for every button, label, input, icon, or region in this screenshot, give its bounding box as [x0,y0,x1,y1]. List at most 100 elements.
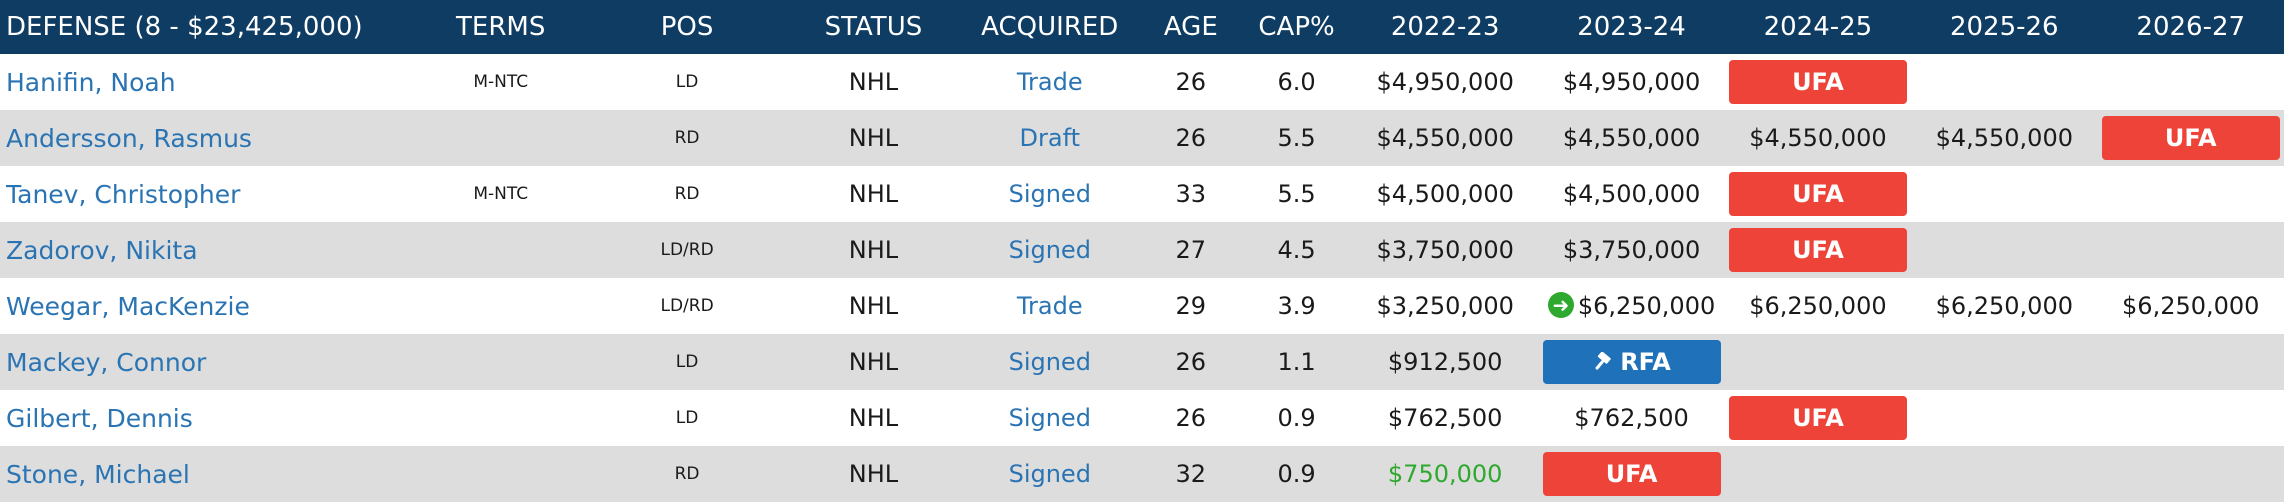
cap-pct-cell: 1.1 [1277,348,1316,376]
cap-pct-cell: 3.9 [1277,292,1316,320]
salary-2025-26 [1911,166,2097,222]
acquired-link[interactable]: Signed [1008,180,1091,208]
acquired-link[interactable]: Trade [1016,292,1083,320]
terms-cell [415,110,586,166]
player-link[interactable]: Weegar, MacKenzie [6,291,250,321]
age-cell: 32 [1175,460,1207,488]
age-cell: 26 [1175,404,1207,432]
header-2023-24: 2023-24 [1577,12,1686,42]
salary-2022-23: $750,000 [1387,460,1503,488]
cap-pct-cell: 6.0 [1277,68,1316,96]
ufa-badge: UFA [2101,116,2280,160]
table-row: Gilbert, Dennis LD NHL Signed 26 0.9 $76… [0,390,2284,446]
status-cell: NHL [848,124,899,152]
salary-2023-24: $4,550,000 [1562,124,1701,152]
salary-2025-26 [1911,446,2097,502]
salary-2026-27 [2097,446,2284,502]
salary-2026-27 [2097,54,2284,110]
salary-2022-23: $3,250,000 [1376,292,1514,320]
terms-cell: M-NTC [473,184,529,204]
salary-2025-26 [1911,54,2097,110]
acquired-link[interactable]: Trade [1016,68,1083,96]
salary-2023-24: $762,500 [1574,404,1689,432]
terms-cell [415,278,586,334]
salary-2024-25: $6,250,000 [1749,292,1887,320]
ufa-badge: UFA [1728,60,1907,104]
pos-cell: LD [675,72,699,92]
status-cell: NHL [848,292,899,320]
acquired-link[interactable]: Draft [1019,124,1081,152]
terms-cell [415,446,586,502]
salary-2023-24: $4,950,000 [1562,68,1701,96]
ufa-badge: UFA [1542,452,1721,496]
salary-2023-24: $4,500,000 [1562,180,1701,208]
pos-cell: LD/RD [660,240,714,260]
ufa-badge: UFA [1728,172,1907,216]
age-cell: 26 [1175,68,1207,96]
status-cell: NHL [848,348,899,376]
salary-2024-25 [1725,446,1911,502]
acquired-link[interactable]: Signed [1008,236,1091,264]
header-pos: POS [660,12,714,42]
acquired-link[interactable]: Signed [1008,348,1091,376]
header-acquired: ACQUIRED [981,12,1119,42]
header-defense: DEFENSE (8 - $23,425,000) [6,12,363,42]
header-2026-27: 2026-27 [2136,12,2246,42]
player-link[interactable]: Stone, Michael [6,459,190,489]
player-link[interactable]: Andersson, Rasmus [6,123,252,153]
player-link[interactable]: Tanev, Christopher [6,179,241,209]
gavel-icon [1595,351,1611,370]
salary-2022-23: $4,500,000 [1376,180,1514,208]
salary-2024-25: $4,550,000 [1749,124,1887,152]
salary-2022-23: $912,500 [1387,348,1503,376]
salary-2026-27 [2097,222,2284,278]
player-link[interactable]: Mackey, Connor [6,347,207,377]
ufa-badge: UFA [1728,228,1907,272]
salary-2025-26 [1911,390,2097,446]
acquired-link[interactable]: Signed [1008,460,1091,488]
salary-2025-26: $4,550,000 [1935,124,2073,152]
cap-pct-cell: 4.5 [1277,236,1316,264]
salary-2025-26: $6,250,000 [1935,292,2073,320]
age-cell: 33 [1175,180,1207,208]
pos-cell: RD [674,128,700,148]
salary-2022-23: $4,550,000 [1376,124,1514,152]
pos-cell: LD [675,408,699,428]
salary-2025-26 [1911,222,2097,278]
table-row: Stone, Michael RD NHL Signed 32 0.9 $750… [0,446,2284,502]
status-cell: NHL [848,180,899,208]
cap-pct-cell: 5.5 [1277,180,1316,208]
salary-2025-26 [1911,334,2097,390]
pos-cell: LD/RD [660,296,714,316]
acquired-link[interactable]: Signed [1008,404,1091,432]
status-cell: NHL [848,404,899,432]
terms-cell [415,334,586,390]
cap-pct-cell: 5.5 [1277,124,1316,152]
player-link[interactable]: Gilbert, Dennis [6,403,193,433]
terms-cell [415,222,586,278]
salary-2026-27 [2097,166,2284,222]
header-2025-26: 2025-26 [1949,12,2059,42]
ufa-badge: UFA [1728,396,1907,440]
age-cell: 29 [1175,292,1207,320]
salary-2026-27 [2097,390,2284,446]
header-age: AGE [1163,12,1218,42]
pos-cell: RD [674,184,700,204]
salary-2022-23: $3,750,000 [1376,236,1514,264]
table-row: Hanifin, Noah M-NTC LD NHL Trade 26 6.0 … [0,54,2284,110]
salary-2023-24: $6,250,000 [1577,292,1716,320]
player-link[interactable]: Zadorov, Nikita [6,235,198,265]
pos-cell: LD [675,352,699,372]
pos-cell: RD [674,464,700,484]
salary-2026-27 [2097,334,2284,390]
header-2022-23: 2022-23 [1390,12,1500,42]
table-row: Zadorov, Nikita LD/RD NHL Signed 27 4.5 … [0,222,2284,278]
table-header: DEFENSE (8 - $23,425,000) TERMS POS STAT… [0,0,2284,54]
arrow-right-circle-icon[interactable]: ➜ [1547,292,1574,318]
salary-2022-23: $4,950,000 [1376,68,1514,96]
salary-2022-23: $762,500 [1387,404,1503,432]
salary-2026-27: $6,250,000 [2122,292,2260,320]
terms-cell [415,390,586,446]
table-row: Tanev, Christopher M-NTC RD NHL Signed 3… [0,166,2284,222]
player-link[interactable]: Hanifin, Noah [6,67,176,97]
